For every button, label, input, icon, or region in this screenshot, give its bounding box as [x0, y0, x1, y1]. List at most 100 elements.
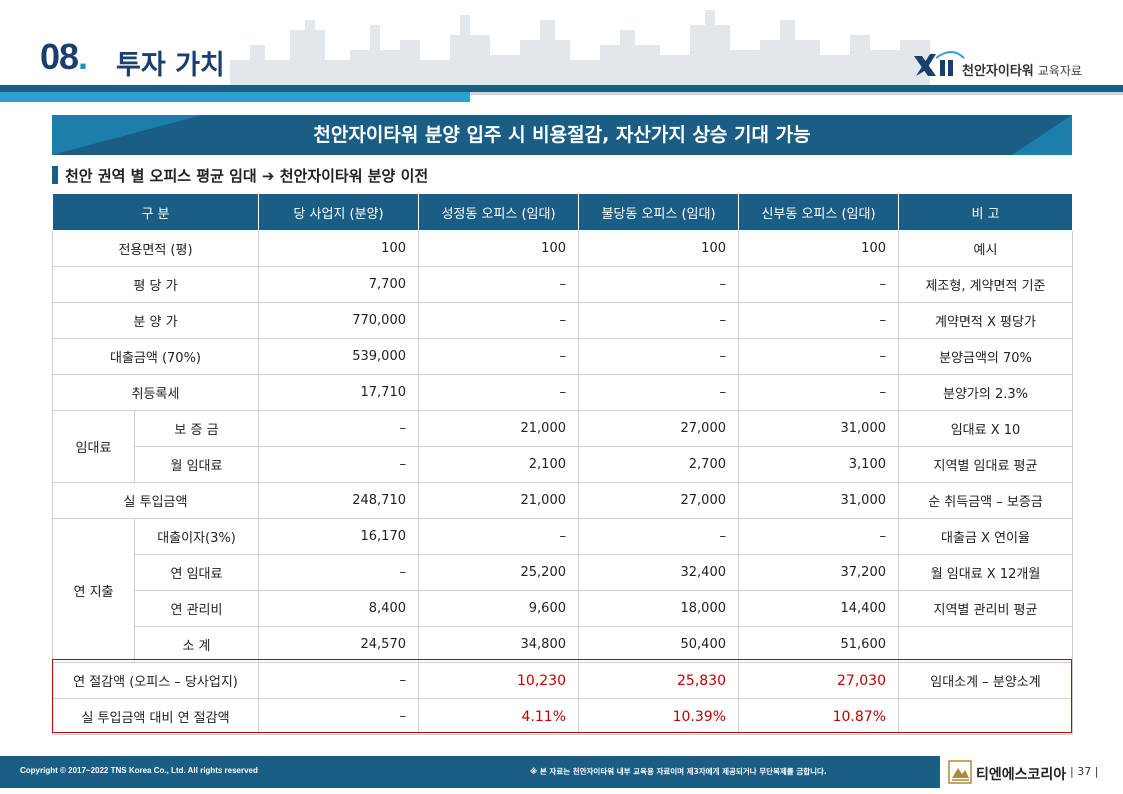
value-cell: 100 — [418, 230, 579, 267]
page-header: 08. 투자 가치 천안자이타워 교육자료 — [0, 0, 1123, 102]
value-cell: 10.87% — [738, 698, 899, 735]
value-cell: – — [738, 338, 899, 375]
value-cell: 2,700 — [578, 446, 739, 483]
header-cell: 불당동 오피스 (임대) — [578, 193, 739, 231]
note-cell: 계약면적 X 평당가 — [898, 302, 1073, 339]
header-bar — [0, 85, 1123, 92]
row-label: 분 양 가 — [52, 302, 259, 339]
value-cell: – — [418, 266, 579, 303]
note-cell: 예시 — [898, 230, 1073, 267]
brand-label: 천안자이타워 교육자료 — [962, 64, 1082, 79]
value-cell: – — [738, 302, 899, 339]
value-cell: 21,000 — [418, 482, 579, 519]
note-cell: 지역별 관리비 평균 — [898, 590, 1073, 627]
value-cell: – — [738, 518, 899, 555]
row-label: 전용면적 (평) — [52, 230, 259, 267]
header-cell: 성정동 오피스 (임대) — [418, 193, 579, 231]
table-row: 실 투입금액 248,710 21,000 27,000 31,000 순 취득… — [52, 482, 1073, 519]
banner-decoration-right — [1012, 115, 1072, 155]
value-cell: 27,000 — [578, 482, 739, 519]
value-cell: 27,000 — [578, 410, 739, 447]
table-row: 연 임대료 – 25,200 32,400 37,200 월 임대료 X 12개… — [53, 554, 1073, 591]
note-cell: 임대소계 – 분양소계 — [898, 662, 1073, 699]
note-cell: 지역별 임대료 평균 — [898, 446, 1073, 483]
xi-logo-icon — [914, 51, 965, 76]
table-row: 평 당 가 7,700 – – – 제조형, 계약면적 기준 — [52, 266, 1073, 303]
value-cell: 100 — [258, 230, 419, 267]
note-cell: 대출금 X 연이율 — [898, 518, 1073, 555]
value-cell: 17,710 — [258, 374, 419, 411]
table-row: 연 지출 대출이자(3%) 16,170 – – – 대출금 X 연이율 — [52, 518, 1073, 663]
value-cell: – — [258, 410, 419, 447]
value-cell: – — [738, 374, 899, 411]
copyright-text: Copyright © 2017~2022 TNS Korea Co., Ltd… — [20, 766, 258, 775]
table-row: 월 임대료 – 2,100 2,700 3,100 지역별 임대료 평균 — [53, 446, 1073, 483]
footer-bar: Copyright © 2017~2022 TNS Korea Co., Ltd… — [0, 756, 940, 788]
header-cell: 비 고 — [898, 193, 1073, 231]
header-cell: 신부동 오피스 (임대) — [738, 193, 899, 231]
investment-table: 구 분 당 사업지 (분양) 성정동 오피스 (임대) 불당동 오피스 (임대)… — [52, 193, 1073, 735]
row-label: 월 임대료 — [134, 446, 259, 483]
page-footer: Copyright © 2017~2022 TNS Korea Co., Ltd… — [0, 756, 1123, 788]
banner-decoration-left — [52, 115, 202, 155]
row-label: 대출금액 (70%) — [52, 338, 259, 375]
row-label: 평 당 가 — [52, 266, 259, 303]
table-row: 임대료 보 증 금 – 21,000 27,000 31,000 임대료 X 1… — [52, 410, 1073, 483]
value-cell: – — [578, 302, 739, 339]
value-cell: 21,000 — [418, 410, 579, 447]
city-skyline-graphic — [230, 10, 930, 86]
value-cell: 27,030 — [738, 662, 899, 699]
value-cell: 3,100 — [738, 446, 899, 483]
row-label: 실 투입금액 — [52, 482, 259, 519]
highlight-row: 실 투입금액 대비 연 절감액 – 4.11% 10.39% 10.87% — [52, 698, 1073, 735]
table-row: 취등록세 17,710 – – – 분양가의 2.3% — [52, 374, 1073, 411]
notice-text: ※ 본 자료는 천안자이타워 내부 교육용 자료이며 제3자에게 제공되거나 무… — [530, 767, 827, 776]
value-cell: 18,000 — [578, 590, 739, 627]
value-cell: 31,000 — [738, 410, 899, 447]
value-cell: – — [578, 374, 739, 411]
row-label: 연 관리비 — [134, 590, 259, 627]
section-number: 08. — [40, 36, 88, 77]
table-row: 대출금액 (70%) 539,000 – – – 분양금액의 70% — [52, 338, 1073, 375]
section-title: 투자 가치 — [116, 50, 225, 81]
group-label: 임대료 — [52, 410, 135, 483]
value-cell: 100 — [738, 230, 899, 267]
value-cell: 31,000 — [738, 482, 899, 519]
value-cell: 34,800 — [418, 626, 579, 663]
note-cell — [898, 626, 1073, 663]
value-cell: 25,200 — [418, 554, 579, 591]
value-cell: 8,400 — [258, 590, 419, 627]
value-cell: 4.11% — [418, 698, 579, 735]
table-row: 분 양 가 770,000 – – – 계약면적 X 평당가 — [52, 302, 1073, 339]
value-cell: 25,830 — [578, 662, 739, 699]
value-cell: – — [418, 518, 579, 555]
row-label: 연 임대료 — [134, 554, 259, 591]
highlight-row: 연 절감액 (오피스 – 당사업지) – 10,230 25,830 27,03… — [52, 662, 1073, 699]
value-cell: 37,200 — [738, 554, 899, 591]
table-row: 소 계 24,570 34,800 50,400 51,600 — [53, 626, 1073, 663]
value-cell: 770,000 — [258, 302, 419, 339]
value-cell: – — [578, 518, 739, 555]
note-cell: 월 임대료 X 12개월 — [898, 554, 1073, 591]
title-banner: 천안자이타워 분양 입주 시 비용절감, 자산가지 상승 기대 가능 — [52, 115, 1072, 155]
value-cell: 248,710 — [258, 482, 419, 519]
company-name: 티엔에스코리아 — [976, 767, 1067, 783]
page-number: | 37 | — [1070, 765, 1099, 778]
value-cell: 32,400 — [578, 554, 739, 591]
value-cell: – — [418, 302, 579, 339]
table-row: 연 관리비 8,400 9,600 18,000 14,400 지역별 관리비 … — [53, 590, 1073, 627]
row-label: 소 계 — [134, 626, 259, 663]
table-row: 전용면적 (평) 100 100 100 100 예시 — [52, 230, 1073, 267]
subheading-text: 천안 권역 별 오피스 평균 임대 ➔ 천안자이타워 분양 이전 — [65, 166, 429, 185]
note-cell: 분양금액의 70% — [898, 338, 1073, 375]
value-cell: 7,700 — [258, 266, 419, 303]
value-cell: – — [258, 554, 419, 591]
row-label: 연 절감액 (오피스 – 당사업지) — [52, 662, 259, 699]
row-label: 취등록세 — [52, 374, 259, 411]
value-cell: – — [258, 662, 419, 699]
group-label: 연 지출 — [52, 518, 135, 663]
value-cell: – — [738, 266, 899, 303]
company-logo-icon — [948, 760, 972, 784]
value-cell: 16,170 — [258, 518, 419, 555]
value-cell: 9,600 — [418, 590, 579, 627]
